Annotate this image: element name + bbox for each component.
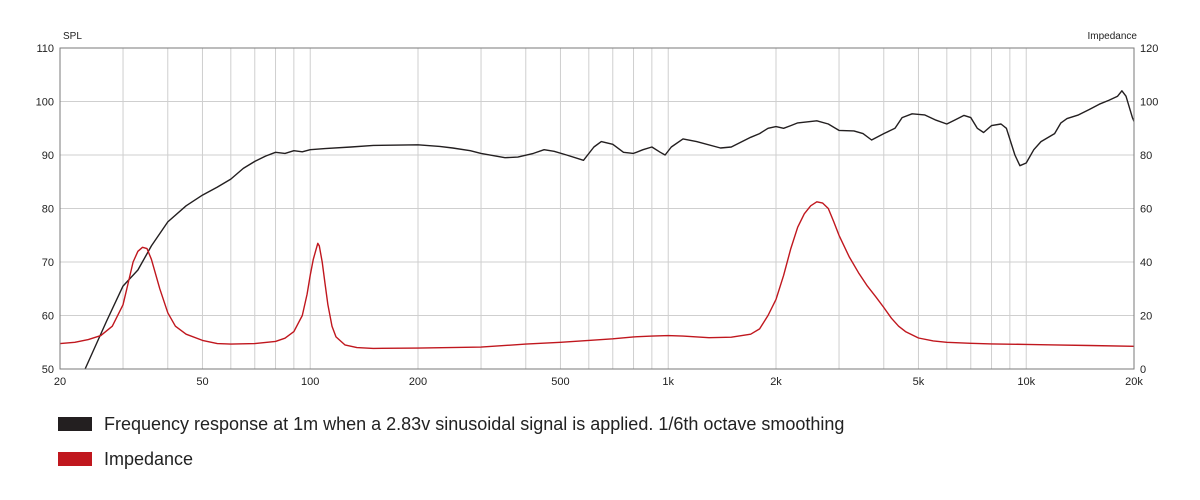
left-y-tick-label: 60 xyxy=(42,311,54,323)
left-y-tick-label: 50 xyxy=(42,364,54,376)
left-y-tick-label: 70 xyxy=(42,257,54,269)
left-y-tick-label: 90 xyxy=(42,150,54,162)
legend-item-frequency-response: Frequency response at 1m when a 2.83v si… xyxy=(58,412,844,436)
x-tick-label: 20 xyxy=(54,376,66,388)
x-tick-label: 500 xyxy=(551,376,569,388)
legend-item-impedance: Impedance xyxy=(58,447,844,471)
right-y-tick-label: 120 xyxy=(1140,43,1158,55)
right-y-tick-label: 60 xyxy=(1140,204,1152,216)
x-tick-label: 200 xyxy=(409,376,427,388)
x-tick-label: 50 xyxy=(196,376,208,388)
left-y-tick-label: 110 xyxy=(36,43,54,55)
series-line-frequency-response xyxy=(84,90,1134,369)
legend: Frequency response at 1m when a 2.83v si… xyxy=(58,412,844,482)
legend-label-impedance: Impedance xyxy=(104,448,194,469)
chart: 20 50 100 200 500 1k 2k 5k 10k 20k506070809010011… xyxy=(36,31,1159,388)
right-y-tick-label: 20 xyxy=(1140,311,1152,323)
right-y-tick-label: 80 xyxy=(1140,150,1152,162)
legend-swatch-impedance xyxy=(58,452,92,466)
x-tick-label: 5k xyxy=(913,376,925,388)
right-y-tick-label: 0 xyxy=(1140,364,1146,376)
plot-frame xyxy=(59,47,1135,370)
legend-label-frequency-response: Frequency response at 1m when a 2.83v si… xyxy=(104,413,845,434)
x-tick-label: 100 xyxy=(301,376,319,388)
right-y-tick-label: 100 xyxy=(1140,97,1158,109)
left-axis-title: SPL xyxy=(63,31,82,42)
x-tick-label: 2k xyxy=(770,376,782,388)
series-line-impedance xyxy=(60,201,1134,350)
left-y-tick-label: 100 xyxy=(36,97,54,109)
left-y-tick-label: 80 xyxy=(42,204,54,216)
x-tick-label: 10k xyxy=(1017,376,1035,388)
legend-swatch-frequency-response xyxy=(58,417,92,431)
right-axis-title: Impedance xyxy=(1088,31,1138,42)
right-y-tick-label: 40 xyxy=(1140,257,1152,269)
tick-labels: 20 50 100 200 500 1k 2k 5k 10k 20k506070809010011… xyxy=(36,43,1159,388)
x-tick-label: 20k xyxy=(1125,376,1143,388)
series-layer xyxy=(60,90,1134,369)
grid xyxy=(60,48,1134,369)
x-tick-label: 1k xyxy=(662,376,674,388)
